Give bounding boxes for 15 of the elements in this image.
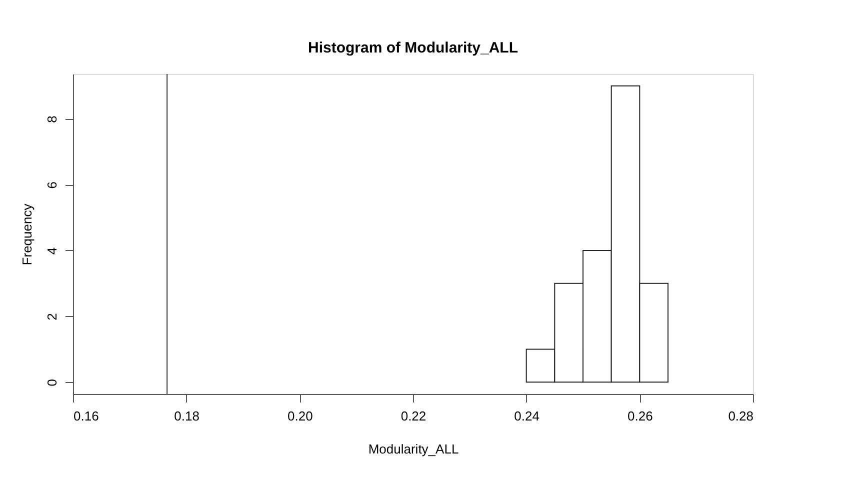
x-tick-label: 0.18	[174, 408, 200, 424]
x-tick-label: 0.20	[288, 408, 313, 424]
y-tick-label: 6	[44, 182, 60, 189]
y-tick-label: 4	[44, 247, 60, 255]
chart-title: Histogram of Modularity_ALL	[308, 39, 518, 56]
y-tick-label: 8	[44, 116, 60, 123]
y-axis-title: Frequency	[20, 203, 34, 266]
y-tick-label: 0	[44, 379, 60, 386]
x-tick-label: 0.16	[74, 408, 99, 424]
x-tick-label: 0.26	[628, 408, 653, 424]
x-tick-label: 0.24	[514, 408, 540, 424]
x-tick-label: 0.28	[728, 408, 754, 424]
x-tick-label: 0.22	[400, 408, 426, 424]
x-axis-title: Modularity_ALL	[368, 442, 459, 456]
y-tick-label: 2	[44, 313, 60, 320]
